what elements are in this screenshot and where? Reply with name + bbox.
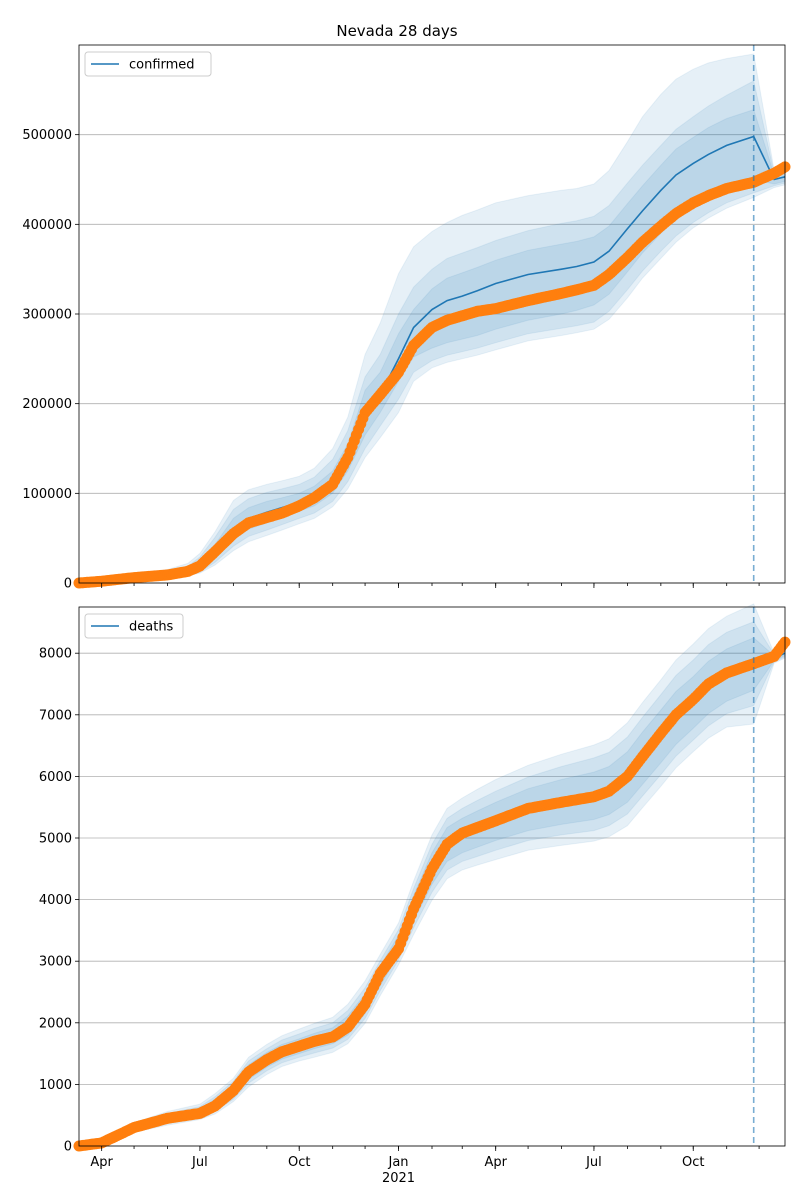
y-tick-label: 0: [64, 1140, 72, 1155]
x-tick-label: Jan: [388, 1155, 409, 1170]
legend-box: [84, 613, 184, 639]
y-tick-label: 5000: [39, 832, 72, 847]
x-tick-label: Jul: [191, 1155, 208, 1170]
y-tick-label: 0: [64, 577, 72, 592]
x-tick-label: Jul: [585, 1155, 602, 1170]
y-tick-label: 7000: [39, 708, 72, 723]
legend-label: confirmed: [129, 58, 195, 73]
y-tick-label: 4000: [39, 893, 72, 908]
y-tick-label: 6000: [39, 770, 72, 785]
axes-frame: [78, 606, 786, 1147]
y-tick-label: 500000: [22, 128, 72, 143]
x-tick-label: Apr: [484, 1155, 507, 1170]
y-tick-label: 200000: [22, 397, 72, 412]
chart-title: Nevada 28 days: [336, 22, 457, 40]
legend: deaths: [84, 613, 184, 639]
y-tick-label: 400000: [22, 218, 72, 233]
panel-confirmed: 0 100000 200000 300000 400000 500000 confirmed: [22, 44, 791, 592]
x-tick-label: Apr: [90, 1155, 113, 1170]
y-tick-label: 2000: [39, 1016, 72, 1031]
uncertainty-band-1: [78, 108, 786, 584]
x-tick-label: Oct: [288, 1155, 310, 1170]
legend: confirmed: [84, 51, 212, 77]
y-tick-label: 100000: [22, 487, 72, 502]
y-tick-label: 8000: [39, 647, 72, 662]
legend-label: deaths: [129, 620, 174, 635]
y-tick-label: 3000: [39, 955, 72, 970]
axes-frame: [78, 44, 786, 584]
panel-deaths: 0 1000 2000 3000 4000 5000 6000 7000 8000 deaths A…: [39, 603, 791, 1186]
x-axis-year-label: 2021: [382, 1171, 415, 1186]
y-tick-label: 1000: [39, 1078, 72, 1093]
legend-box: [84, 51, 212, 77]
y-tick-label: 300000: [22, 308, 72, 323]
x-tick-label: Oct: [682, 1155, 704, 1170]
